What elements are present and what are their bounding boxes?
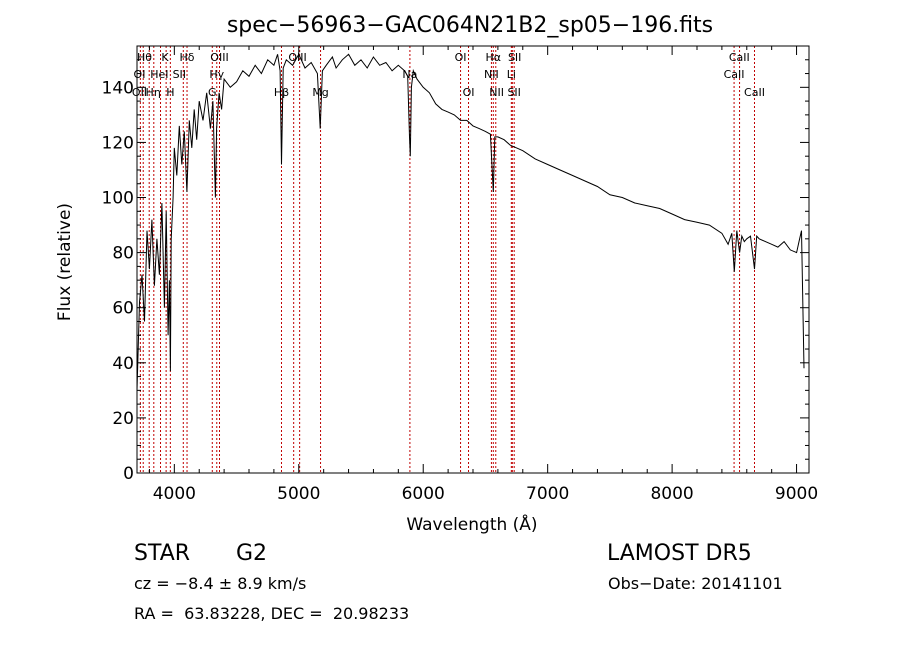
line-label: OIII: [210, 51, 228, 64]
x-tick-label: 7000: [526, 484, 569, 504]
line-label: Hθ: [137, 51, 152, 64]
y-tick-label: 20: [112, 409, 134, 429]
line-label: H: [166, 86, 174, 99]
y-tick-label: 40: [112, 354, 134, 374]
y-tick-label: 120: [102, 133, 134, 153]
subclass: G2: [236, 541, 268, 566]
line-label: CaII: [724, 68, 745, 81]
line-label: HeI: [150, 68, 168, 81]
line-label: OI: [463, 86, 475, 99]
chart-title: spec−56963−GAC064N21B2_sp05−196.fits: [227, 13, 713, 38]
y-tick-label: 140: [102, 78, 134, 98]
emission-line-markers: [139, 46, 755, 473]
line-label: Hα: [486, 51, 502, 64]
x-tick-label: 6000: [402, 484, 445, 504]
line-label: Mg: [312, 86, 328, 99]
line-label: OI: [134, 68, 146, 81]
line-label: NII: [484, 68, 499, 81]
line-label: SII: [173, 68, 186, 81]
line-label: Li: [507, 68, 516, 81]
redshift-velocity: cz = −8.4 ± 8.9 km/s: [134, 574, 307, 593]
x-axis-label: Wavelength (Å): [406, 513, 537, 535]
x-tick-label: 9000: [775, 484, 818, 504]
survey-name: LAMOST DR5: [607, 541, 752, 566]
plot-frame: [136, 45, 810, 474]
object-class: STAR: [134, 541, 191, 566]
y-tick-label: 60: [112, 299, 134, 319]
line-label: SII: [507, 86, 520, 99]
line-label: G: [208, 86, 217, 99]
line-label: SII: [508, 51, 521, 64]
x-tick-label: 5000: [277, 484, 320, 504]
line-label: Hη: [146, 86, 161, 99]
line-label: Hδ: [180, 51, 195, 64]
x-tick-label: 4000: [153, 484, 196, 504]
observation-date: Obs−Date: 20141101: [608, 574, 783, 593]
y-tick-label: 80: [112, 244, 134, 264]
line-label: NII: [489, 86, 504, 99]
y-axis-label: Flux (relative): [55, 203, 75, 321]
line-label: OI: [455, 51, 467, 64]
line-label: CaII: [744, 86, 765, 99]
spectrum-series-line: [136, 53, 805, 391]
x-tick-label: 8000: [650, 484, 693, 504]
line-label: Hγ: [209, 68, 224, 81]
line-label: Hβ: [274, 86, 289, 99]
line-label: CaII: [729, 51, 750, 64]
y-tick-label: 100: [102, 189, 134, 209]
y-tick-label: 0: [123, 464, 134, 484]
line-label: K: [161, 51, 169, 64]
coordinates: RA = 63.83228, DEC = 20.98233: [134, 604, 410, 623]
axis-ticks: 4000 5000 6000 7000 8000 9000 0 20 40 60 80 100 120 1…: [102, 46, 818, 504]
line-label: OII: [132, 86, 147, 99]
